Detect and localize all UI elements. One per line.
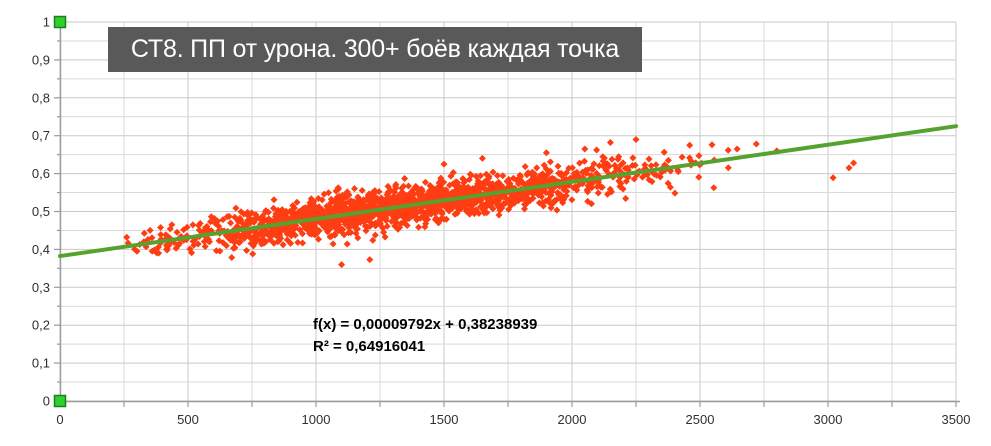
svg-text:1000: 1000 (302, 412, 331, 427)
svg-text:2500: 2500 (686, 412, 715, 427)
svg-text:0,8: 0,8 (32, 90, 50, 105)
trendline-equation-line2: R² = 0,64916041 (313, 338, 426, 355)
gridlines (59, 21, 957, 402)
svg-text:0,6: 0,6 (32, 166, 50, 181)
range-marker-handles[interactable] (53, 15, 67, 408)
svg-text:0: 0 (56, 412, 63, 427)
svg-text:0,2: 0,2 (32, 318, 50, 333)
svg-text:0,7: 0,7 (32, 128, 50, 143)
svg-text:0,1: 0,1 (32, 356, 50, 371)
svg-text:0,3: 0,3 (32, 280, 50, 295)
svg-text:2000: 2000 (558, 412, 587, 427)
svg-text:3500: 3500 (942, 412, 971, 427)
svg-text:1: 1 (43, 15, 50, 30)
trendline-equation: f(x) = 0,00009792x + 0,38238939 R² = 0,6… (313, 314, 537, 358)
trend-line[interactable] (58, 124, 958, 259)
chart-title: СТ8. ПП от урона. 300+ боёв каждая точка (108, 27, 642, 72)
svg-text:500: 500 (177, 412, 199, 427)
svg-text:0: 0 (43, 394, 50, 409)
svg-text:0,5: 0,5 (32, 204, 50, 219)
svg-text:3000: 3000 (814, 412, 843, 427)
data-points[interactable] (123, 136, 858, 269)
svg-text:1500: 1500 (430, 412, 459, 427)
y-tick-labels: 0 0,1 0,2 0,3 0,4 0,5 0,6 0,7 0,8 0,9 1 (32, 15, 50, 409)
trendline-equation-line1: f(x) = 0,00009792x + 0,38238939 (313, 316, 538, 333)
svg-text:0,4: 0,4 (32, 242, 50, 257)
svg-text:0,9: 0,9 (32, 52, 50, 67)
x-tick-labels: 0 500 1000 1500 2000 2500 3000 3500 (56, 412, 970, 427)
